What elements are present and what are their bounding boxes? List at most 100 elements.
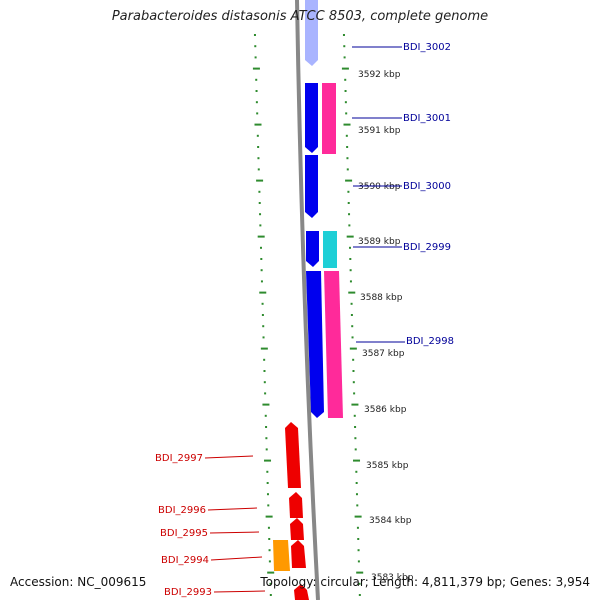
gene-BDI_2998[interactable]	[306, 271, 324, 418]
gene-BDI_2997[interactable]	[285, 422, 301, 488]
gene-label-BDI_2996[interactable]: BDI_2996	[158, 505, 206, 516]
tick-minor	[266, 482, 269, 484]
tick-major	[267, 571, 275, 574]
gene-BDI_2996[interactable]	[289, 492, 303, 518]
tick-minor	[261, 302, 264, 305]
tick-minor	[349, 269, 352, 272]
tick-minor	[266, 493, 269, 496]
tick-minor	[259, 213, 262, 216]
feature-cyan[interactable]	[323, 231, 337, 268]
tick-minor	[349, 280, 352, 283]
gene-BDI_3001[interactable]	[305, 83, 318, 153]
tick-minor	[268, 549, 271, 552]
tick-minor	[352, 381, 355, 384]
kbp-label: 3591 kbp	[358, 126, 401, 136]
tick-minor	[347, 190, 350, 193]
tick-minor	[350, 314, 353, 316]
tick-minor	[263, 370, 266, 372]
tick-minor	[348, 213, 351, 216]
tick-major	[256, 179, 264, 182]
gene-label-BDI_2997[interactable]: BDI_2997	[155, 453, 203, 464]
gene-label-BDI_2993[interactable]: BDI_2993	[164, 587, 212, 598]
gene-BDI_2999[interactable]	[306, 231, 319, 267]
tick-minor	[256, 134, 259, 137]
tick-major	[262, 403, 270, 406]
gene-label-BDI_2999[interactable]: BDI_2999	[403, 242, 451, 253]
tick-minor	[343, 56, 346, 59]
tick-minor	[355, 493, 358, 496]
tick-minor	[358, 594, 361, 596]
tick-minor	[354, 426, 357, 428]
tick-major	[260, 347, 268, 350]
tick-major	[343, 123, 351, 126]
feature-orange[interactable]	[273, 540, 290, 571]
tick-major	[252, 67, 260, 70]
tick-minor	[263, 381, 266, 384]
tick-minor	[348, 224, 351, 227]
gene-label-BDI_3000[interactable]: BDI_3000	[403, 181, 451, 192]
gene-label-BDI_3002[interactable]: BDI_3002	[403, 42, 451, 53]
tick-minor	[350, 302, 353, 305]
tick-minor	[260, 269, 263, 272]
tick-minor	[254, 45, 257, 48]
gene-BDI_3002[interactable]	[305, 0, 318, 66]
tick-major	[254, 123, 262, 126]
tick-minor	[258, 202, 261, 204]
tick-major	[265, 515, 273, 518]
kbp-label: 3592 kbp	[358, 70, 401, 80]
gene-label-BDI_3001[interactable]: BDI_3001	[403, 113, 451, 124]
feature-pink-1[interactable]	[322, 83, 336, 154]
kbp-label: 3586 kbp	[364, 405, 407, 415]
tick-minor	[357, 549, 360, 552]
kbp-label: 3589 kbp	[358, 237, 401, 247]
tick-minor	[263, 358, 266, 361]
tick-minor	[257, 146, 260, 148]
tick-minor	[264, 414, 267, 417]
tick-minor	[351, 336, 354, 339]
gene-BDI_2993[interactable]	[294, 584, 309, 600]
tick-major	[259, 291, 267, 294]
tick-minor	[265, 437, 268, 440]
tick-minor	[255, 78, 258, 81]
gene-BDI_2994[interactable]	[291, 540, 306, 568]
tick-minor	[351, 325, 354, 328]
rna-features	[322, 83, 343, 418]
tick-minor	[355, 482, 358, 484]
gene-label-BDI_2994[interactable]: BDI_2994	[161, 555, 209, 566]
tick-major	[348, 291, 356, 294]
feature-pink-2[interactable]	[324, 271, 343, 418]
kbp-label: 3588 kbp	[360, 293, 403, 303]
tick-minor	[346, 157, 349, 160]
reverse-genes	[273, 422, 309, 600]
tick-minor	[267, 504, 270, 507]
tick-major	[353, 459, 361, 462]
gene-BDI_2995[interactable]	[290, 518, 304, 540]
kbp-label: 3583 kbp	[371, 573, 414, 583]
topology-text: Topology: circular; Length: 4,811,379 bp…	[260, 575, 590, 589]
tick-minor	[262, 336, 265, 339]
tick-minor	[264, 392, 267, 395]
right-gene-labels: BDI_3002 BDI_3001 BDI_3000 BDI_2999 BDI_…	[352, 42, 454, 347]
tick-minor	[260, 258, 263, 260]
tick-major	[345, 179, 353, 182]
tick-minor	[257, 157, 260, 160]
tick-major	[346, 235, 354, 238]
tick-minor	[357, 560, 360, 563]
tick-minor	[344, 101, 347, 104]
tick-minor	[259, 246, 262, 249]
tick-minor	[269, 594, 272, 596]
tick-minor	[356, 504, 359, 507]
tick-marks-inner	[252, 34, 275, 596]
gene-BDI_3000[interactable]	[305, 155, 318, 218]
kbp-label: 3587 kbp	[362, 349, 405, 359]
tick-minor	[269, 582, 272, 585]
tick-minor	[260, 280, 263, 283]
tick-minor	[258, 190, 261, 193]
tick-minor	[267, 526, 270, 529]
tick-major	[356, 571, 364, 574]
gene-label-BDI_2998[interactable]: BDI_2998	[406, 336, 454, 347]
tick-major	[349, 347, 357, 350]
tick-minor	[257, 168, 260, 171]
gene-label-BDI_2995[interactable]: BDI_2995	[160, 528, 208, 539]
